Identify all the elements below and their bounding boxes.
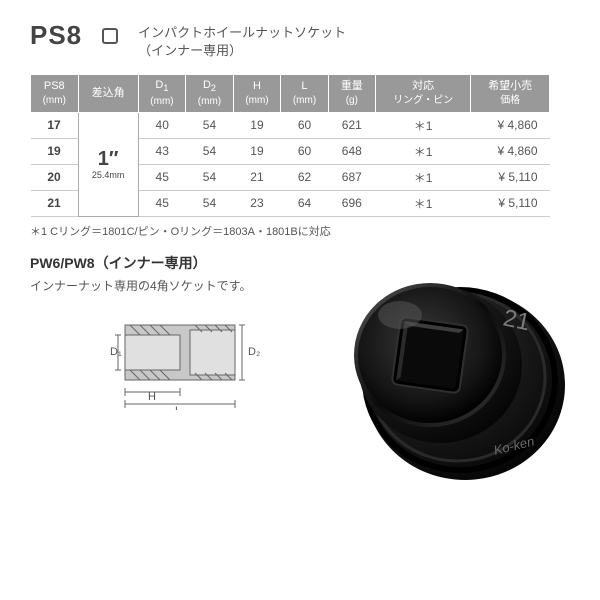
cell: 648 bbox=[328, 138, 375, 164]
table-head: PS8(mm)差込角D1(mm)D2(mm)H(mm)L(mm)重量(g)対応リ… bbox=[31, 75, 550, 112]
col-1: 差込角 bbox=[78, 75, 138, 112]
cell: 45 bbox=[138, 190, 186, 216]
svg-text:L: L bbox=[175, 405, 181, 410]
cell: ＊1 bbox=[375, 190, 471, 216]
cell: 54 bbox=[186, 164, 234, 190]
cell: 696 bbox=[328, 190, 375, 216]
cell: 40 bbox=[138, 112, 186, 138]
square-drive-icon bbox=[102, 28, 118, 44]
col-7: 対応リング・ピン bbox=[375, 75, 471, 112]
cell: ¥ 5,110 bbox=[471, 164, 550, 190]
cell: 54 bbox=[186, 138, 234, 164]
cell: 60 bbox=[281, 112, 329, 138]
cell: 62 bbox=[281, 164, 329, 190]
cell: 687 bbox=[328, 164, 375, 190]
header: PS8 インパクトホイールナットソケット （インナー専用） bbox=[30, 20, 570, 60]
label-d1: D₁ bbox=[110, 346, 122, 358]
name-line1: インパクトホイールナットソケット bbox=[138, 25, 346, 40]
col-3: D2(mm) bbox=[186, 75, 234, 112]
cell: 60 bbox=[281, 138, 329, 164]
label-h: H bbox=[148, 391, 156, 403]
cell: 621 bbox=[328, 112, 375, 138]
spec-table: PS8(mm)差込角D1(mm)D2(mm)H(mm)L(mm)重量(g)対応リ… bbox=[30, 74, 550, 216]
cell: ¥ 5,110 bbox=[471, 190, 550, 216]
cell: ¥ 4,860 bbox=[471, 112, 550, 138]
col-8: 希望小売価格 bbox=[471, 75, 550, 112]
dimension-diagram: D₁ D₂ H L L bbox=[110, 300, 280, 413]
cell: 17 bbox=[31, 112, 79, 138]
col-0: PS8(mm) bbox=[31, 75, 79, 112]
size-mark: 21 bbox=[501, 304, 533, 336]
cell: 45 bbox=[138, 164, 186, 190]
cell: 23 bbox=[233, 190, 281, 216]
product-code: PS8 bbox=[30, 20, 82, 51]
col-5: L(mm) bbox=[281, 75, 329, 112]
product-photo: 21 Ko-ken bbox=[330, 260, 570, 493]
cell: 20 bbox=[31, 164, 79, 190]
label-d2: D₂ bbox=[248, 346, 260, 358]
cell: 54 bbox=[186, 190, 234, 216]
cell: 43 bbox=[138, 138, 186, 164]
cell: ¥ 4,860 bbox=[471, 138, 550, 164]
cell: 64 bbox=[281, 190, 329, 216]
col-4: H(mm) bbox=[233, 75, 281, 112]
cell: 19 bbox=[233, 112, 281, 138]
product-name: インパクトホイールナットソケット （インナー専用） bbox=[138, 24, 346, 60]
cell: 21 bbox=[233, 164, 281, 190]
cell: 21 bbox=[31, 190, 79, 216]
cell: 54 bbox=[186, 112, 234, 138]
cell: 19 bbox=[31, 138, 79, 164]
cell: ＊1 bbox=[375, 138, 471, 164]
col-2: D1(mm) bbox=[138, 75, 186, 112]
cell: 19 bbox=[233, 138, 281, 164]
table-row: 171″25.4mm40541960621＊1¥ 4,860 bbox=[31, 112, 550, 138]
footnote: ＊1 Cリング＝1801C/ピン・Oリング＝1803A・1801Bに対応 bbox=[30, 223, 570, 239]
table-body: 171″25.4mm40541960621＊1¥ 4,8601943541960… bbox=[31, 112, 550, 216]
cell: ＊1 bbox=[375, 164, 471, 190]
cell: ＊1 bbox=[375, 112, 471, 138]
name-line2: （インナー専用） bbox=[138, 43, 242, 58]
drive-size-cell: 1″25.4mm bbox=[78, 112, 138, 216]
col-6: 重量(g) bbox=[328, 75, 375, 112]
